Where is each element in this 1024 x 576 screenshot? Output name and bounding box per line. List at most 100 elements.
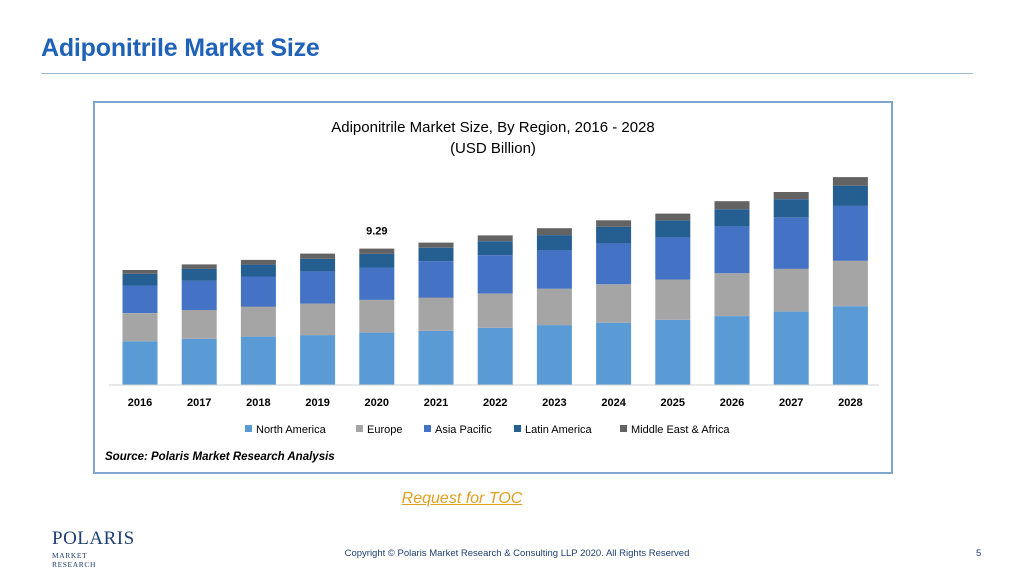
bar-segment-2021-2 (418, 261, 454, 298)
bar-segment-2019-4 (300, 253, 336, 259)
bar-segment-2025-1 (655, 279, 691, 320)
bar-segment-2026-4 (714, 201, 750, 210)
bar-segment-2022-4 (477, 235, 513, 242)
bar-segment-2016-3 (122, 273, 158, 286)
x-tick-label: 2021 (424, 397, 448, 409)
bar-segment-2025-2 (655, 237, 691, 280)
bar-segment-2022-0 (477, 327, 513, 385)
legend-item: Middle East & Africa (620, 424, 730, 436)
logo-main-text: POLARIS (52, 528, 135, 549)
page-number: 5 (976, 548, 982, 559)
bar-segment-2024-3 (596, 226, 632, 244)
bar-segment-2017-2 (181, 280, 217, 310)
bar-segment-2023-1 (536, 288, 572, 326)
x-tick-label: 2025 (661, 397, 685, 409)
chart-title: Adiponitrile Market Size, By Region, 201… (331, 119, 655, 136)
bar-segment-2027-4 (773, 192, 809, 200)
bar-segment-2016-0 (122, 341, 158, 385)
chart-frame: Adiponitrile Market Size, By Region, 201… (93, 101, 893, 474)
bar-segment-2028-1 (832, 260, 868, 307)
bar-segment-2028-4 (832, 177, 868, 186)
bar-segment-2023-4 (536, 228, 572, 235)
bar-segment-2019-1 (300, 303, 336, 336)
x-tick-label: 2028 (838, 397, 862, 409)
bar-segment-2024-2 (596, 243, 632, 285)
legend-label: Latin America (525, 424, 593, 436)
bar-segment-2017-0 (181, 338, 217, 385)
bar-segment-2019-3 (300, 258, 336, 272)
legend-label: North America (256, 424, 327, 436)
legend-swatch (514, 425, 521, 432)
slide-title: Adiponitrile Market Size (41, 34, 320, 62)
bar-segment-2026-3 (714, 209, 750, 227)
bars-layer (122, 177, 868, 385)
bar-segment-2016-1 (122, 313, 158, 342)
bar-segment-2020-0 (359, 332, 395, 385)
bar-segment-2028-0 (832, 306, 868, 385)
bar-segment-2023-0 (536, 325, 572, 385)
x-tick-label: 2017 (187, 397, 211, 409)
bar-segment-2016-2 (122, 285, 158, 314)
bar-segment-2021-4 (418, 242, 454, 248)
legend-label: Asia Pacific (435, 424, 492, 436)
bar-segment-2022-1 (477, 293, 513, 328)
x-tick-label: 2027 (779, 397, 803, 409)
bar-segment-2018-2 (240, 276, 276, 307)
bar-segment-2018-4 (240, 259, 276, 265)
x-tick-label: 2019 (305, 397, 329, 409)
x-tick-label: 2022 (483, 397, 507, 409)
bar-segment-2020-1 (359, 299, 395, 333)
legend-swatch (620, 425, 627, 432)
bar-segment-2027-2 (773, 217, 809, 269)
x-tick-label: 2023 (542, 397, 566, 409)
bar-segment-2027-3 (773, 199, 809, 218)
x-tick-label: 2016 (128, 397, 152, 409)
bar-segment-2021-0 (418, 330, 454, 385)
bar-segment-2028-3 (832, 185, 868, 206)
legend-swatch (245, 425, 252, 432)
bar-segment-2024-4 (596, 220, 632, 227)
legend-swatch (356, 425, 363, 432)
bar-segment-2024-0 (596, 322, 632, 385)
legend-swatch (424, 425, 431, 432)
bar-segment-2023-2 (536, 250, 572, 289)
bar-segment-2025-3 (655, 220, 691, 238)
legend-item: Europe (356, 424, 402, 436)
annotations: 9.29 (366, 226, 387, 238)
legend-item: Latin America (514, 424, 593, 436)
logo-sub-text: MARKET RESEARCH (52, 551, 96, 569)
legend-label: Middle East & Africa (631, 424, 730, 436)
legend-label: Europe (367, 424, 402, 436)
chart-legend: North America Europe Asia Pacific Latin Ame… (245, 424, 730, 436)
bar-segment-2019-2 (300, 271, 336, 304)
bar-segment-2020-4 (359, 248, 395, 254)
title-divider (41, 73, 973, 74)
bar-segment-2017-3 (181, 268, 217, 281)
request-toc-link[interactable]: Request for TOC (401, 490, 523, 507)
bar-segment-2018-1 (240, 306, 276, 337)
chart-source: Source: Polaris Market Research Analysis (105, 451, 335, 463)
x-tick-label: 2020 (365, 397, 389, 409)
bar-segment-2023-3 (536, 235, 572, 251)
bar-segment-2027-1 (773, 268, 809, 312)
bar-segment-2028-2 (832, 205, 868, 261)
data-label-2020: 9.29 (366, 226, 387, 238)
bar-segment-2020-2 (359, 267, 395, 300)
copyright-text: Copyright © Polaris Market Research & Co… (344, 548, 690, 559)
chart-subtitle: (USD Billion) (450, 140, 536, 157)
bar-segment-2026-1 (714, 273, 750, 316)
x-tick-label: 2026 (720, 397, 744, 409)
bar-segment-2026-2 (714, 226, 750, 274)
legend-item: Asia Pacific (424, 424, 492, 436)
stacked-bar-chart: Adiponitrile Market Size, By Region, 201… (105, 119, 879, 463)
legend-item: North America (245, 424, 327, 436)
x-tick-label: 2024 (601, 397, 626, 409)
bar-segment-2019-0 (300, 335, 336, 385)
bar-segment-2018-0 (240, 336, 276, 385)
bar-segment-2022-3 (477, 241, 513, 256)
x-tick-labels: 2016 2017 2018 2019 2020 2021 2022 2023 2024 2025… (128, 397, 863, 409)
bar-segment-2022-2 (477, 255, 513, 294)
bar-segment-2024-1 (596, 284, 632, 323)
bar-segment-2018-3 (240, 264, 276, 277)
bar-segment-2017-1 (181, 309, 217, 339)
